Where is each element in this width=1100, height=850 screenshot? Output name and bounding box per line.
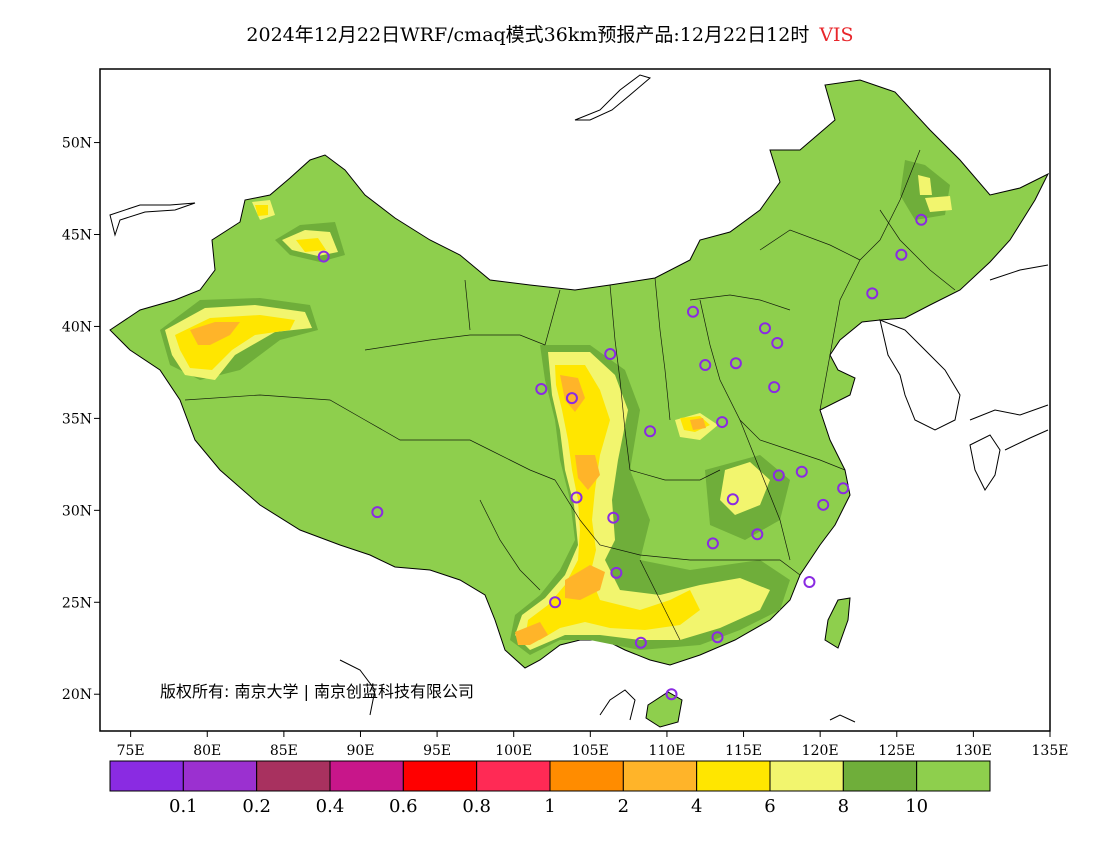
station-marker — [317, 250, 330, 263]
station-marker — [751, 528, 764, 541]
colorbar-bin — [696, 760, 771, 792]
station-marker — [686, 305, 699, 318]
colorbar-label: 2 — [618, 796, 629, 817]
x-tick-label: 85E — [270, 743, 298, 759]
station-marker — [803, 576, 816, 589]
province-boundaries — [184, 149, 956, 641]
colorbar-label: 0.6 — [389, 796, 418, 817]
colorbar-bin — [769, 760, 844, 792]
vis-2-4-zones — [190, 322, 706, 645]
station-marker — [665, 688, 678, 701]
station-marker — [759, 322, 771, 335]
station-marker — [610, 566, 623, 579]
station-marker — [706, 537, 719, 550]
y-tick-label: 50N — [62, 136, 92, 152]
station-marker — [726, 493, 739, 506]
x-tick-label: 95E — [423, 743, 451, 759]
copyright-text: 版权所有: 南京大学 | 南京创蓝科技有限公司 — [160, 682, 474, 701]
x-axis: 75E 80E 85E 90E 95E 100E 105E 110E 115E 120E 125E 1… — [117, 731, 1069, 759]
y-axis: 20N 25N 30N 35N 40N 45N 50N — [62, 136, 100, 703]
title-text: 2024年12月22日WRF/cmaq模式36km预报产品:12月22日12时 — [246, 24, 810, 46]
colorbar-bin — [622, 760, 698, 792]
y-tick-label: 20N — [62, 687, 92, 703]
colorbar-label: 0.2 — [242, 796, 271, 817]
station-marker — [604, 348, 617, 361]
y-tick-label: 30N — [62, 503, 92, 519]
map-title: 2024年12月22日WRF/cmaq模式36km预报产品:12月22日12时 V… — [0, 20, 1100, 47]
x-tick-label: 80E — [193, 743, 221, 759]
y-tick-label: 40N — [62, 319, 92, 335]
station-marker — [549, 596, 562, 609]
station-marker — [729, 357, 742, 370]
station-marker — [817, 498, 830, 511]
station-marker — [634, 636, 647, 649]
colorbar-label: 1 — [544, 796, 555, 817]
colorbar-label: 4 — [691, 796, 702, 817]
station-marker — [837, 482, 850, 495]
colorbar-label: 8 — [838, 796, 849, 817]
station-marker — [644, 425, 657, 438]
station-marker — [371, 506, 384, 519]
station-marker — [535, 382, 548, 395]
taiwan-island — [824, 597, 851, 649]
colorbar-label: 10 — [905, 796, 928, 817]
x-tick-label: 75E — [117, 743, 145, 759]
colorbar: 0.1 0.2 0.4 0.6 0.8 1 2 4 6 8 10 — [109, 760, 991, 817]
x-tick-label: 100E — [495, 743, 532, 759]
x-tick-label: 130E — [955, 743, 992, 759]
colorbar-label: 0.1 — [169, 796, 198, 817]
neighbor-coastlines — [109, 74, 1049, 723]
x-tick-label: 120E — [802, 743, 839, 759]
station-marker — [915, 213, 928, 226]
station-markers — [317, 213, 928, 701]
x-tick-label: 105E — [572, 743, 609, 759]
station-marker — [699, 359, 712, 372]
map-content — [109, 74, 1050, 728]
station-marker — [866, 287, 879, 300]
station-marker — [716, 416, 729, 429]
colorbar-bin — [476, 760, 551, 792]
colorbar-bin — [256, 760, 331, 792]
station-marker — [771, 336, 784, 349]
station-marker — [768, 381, 781, 394]
x-tick-label: 110E — [648, 743, 685, 759]
colorbar-bin — [182, 760, 258, 792]
station-marker — [795, 465, 808, 478]
colorbar-bin — [402, 760, 478, 792]
hainan-island — [645, 691, 683, 728]
x-tick-label: 90E — [346, 743, 374, 759]
x-tick-label: 135E — [1032, 743, 1069, 759]
x-tick-label: 125E — [878, 743, 915, 759]
colorbar-label: 0.8 — [462, 796, 491, 817]
station-marker — [565, 392, 578, 405]
colorbar-bin — [916, 760, 991, 792]
colorbar-bin — [109, 760, 184, 792]
station-marker — [570, 491, 583, 504]
colorbar-bin — [549, 760, 624, 792]
station-marker — [772, 469, 785, 482]
colorbar-label: 6 — [764, 796, 775, 817]
y-tick-label: 45N — [62, 228, 92, 244]
x-tick-label: 115E — [725, 743, 762, 759]
colorbar-bin — [842, 760, 918, 792]
station-marker — [607, 511, 620, 524]
colorbar-label: 0.4 — [316, 796, 345, 817]
colorbar-bin — [329, 760, 404, 792]
y-tick-label: 35N — [62, 411, 92, 427]
station-marker — [895, 248, 908, 261]
station-marker — [711, 631, 724, 644]
variable-label: VIS — [819, 24, 854, 46]
y-tick-label: 25N — [62, 595, 92, 611]
